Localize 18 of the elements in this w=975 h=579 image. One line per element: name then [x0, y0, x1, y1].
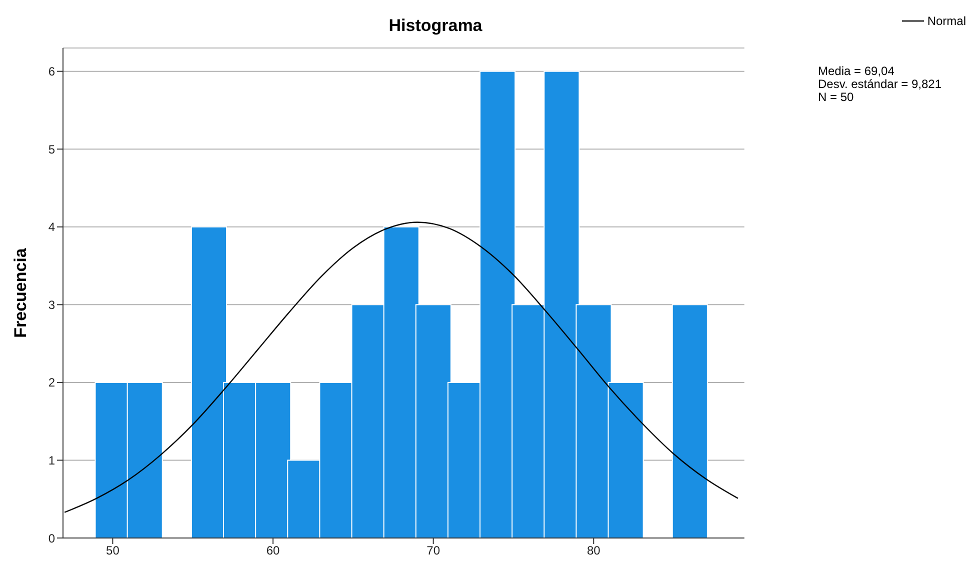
x-tick-label: 70: [426, 544, 440, 558]
line-series: [64, 222, 739, 513]
chart-title: Histograma: [388, 16, 484, 36]
text: Desv. estándar = 9,821: [818, 77, 942, 91]
text: Media = 69,04: [818, 64, 896, 78]
y-tick-label: 1: [48, 453, 56, 468]
y-tick-label: 5: [48, 142, 56, 156]
y-tick-label: 0: [48, 531, 56, 546]
x-tick-label: 50: [106, 544, 120, 558]
legend-label: Normal: [927, 14, 966, 28]
y-tick-label: 6: [48, 64, 56, 79]
text: N = 50: [818, 90, 855, 104]
x-tick-label: 80: [586, 544, 601, 558]
y-axis-title: Frecuencia: [11, 248, 31, 338]
y-tick-label: 2: [48, 376, 56, 390]
y-tick-label: 3: [48, 298, 56, 312]
y-tick-label: 4: [48, 220, 56, 234]
x-tick-label: 60: [266, 544, 280, 558]
